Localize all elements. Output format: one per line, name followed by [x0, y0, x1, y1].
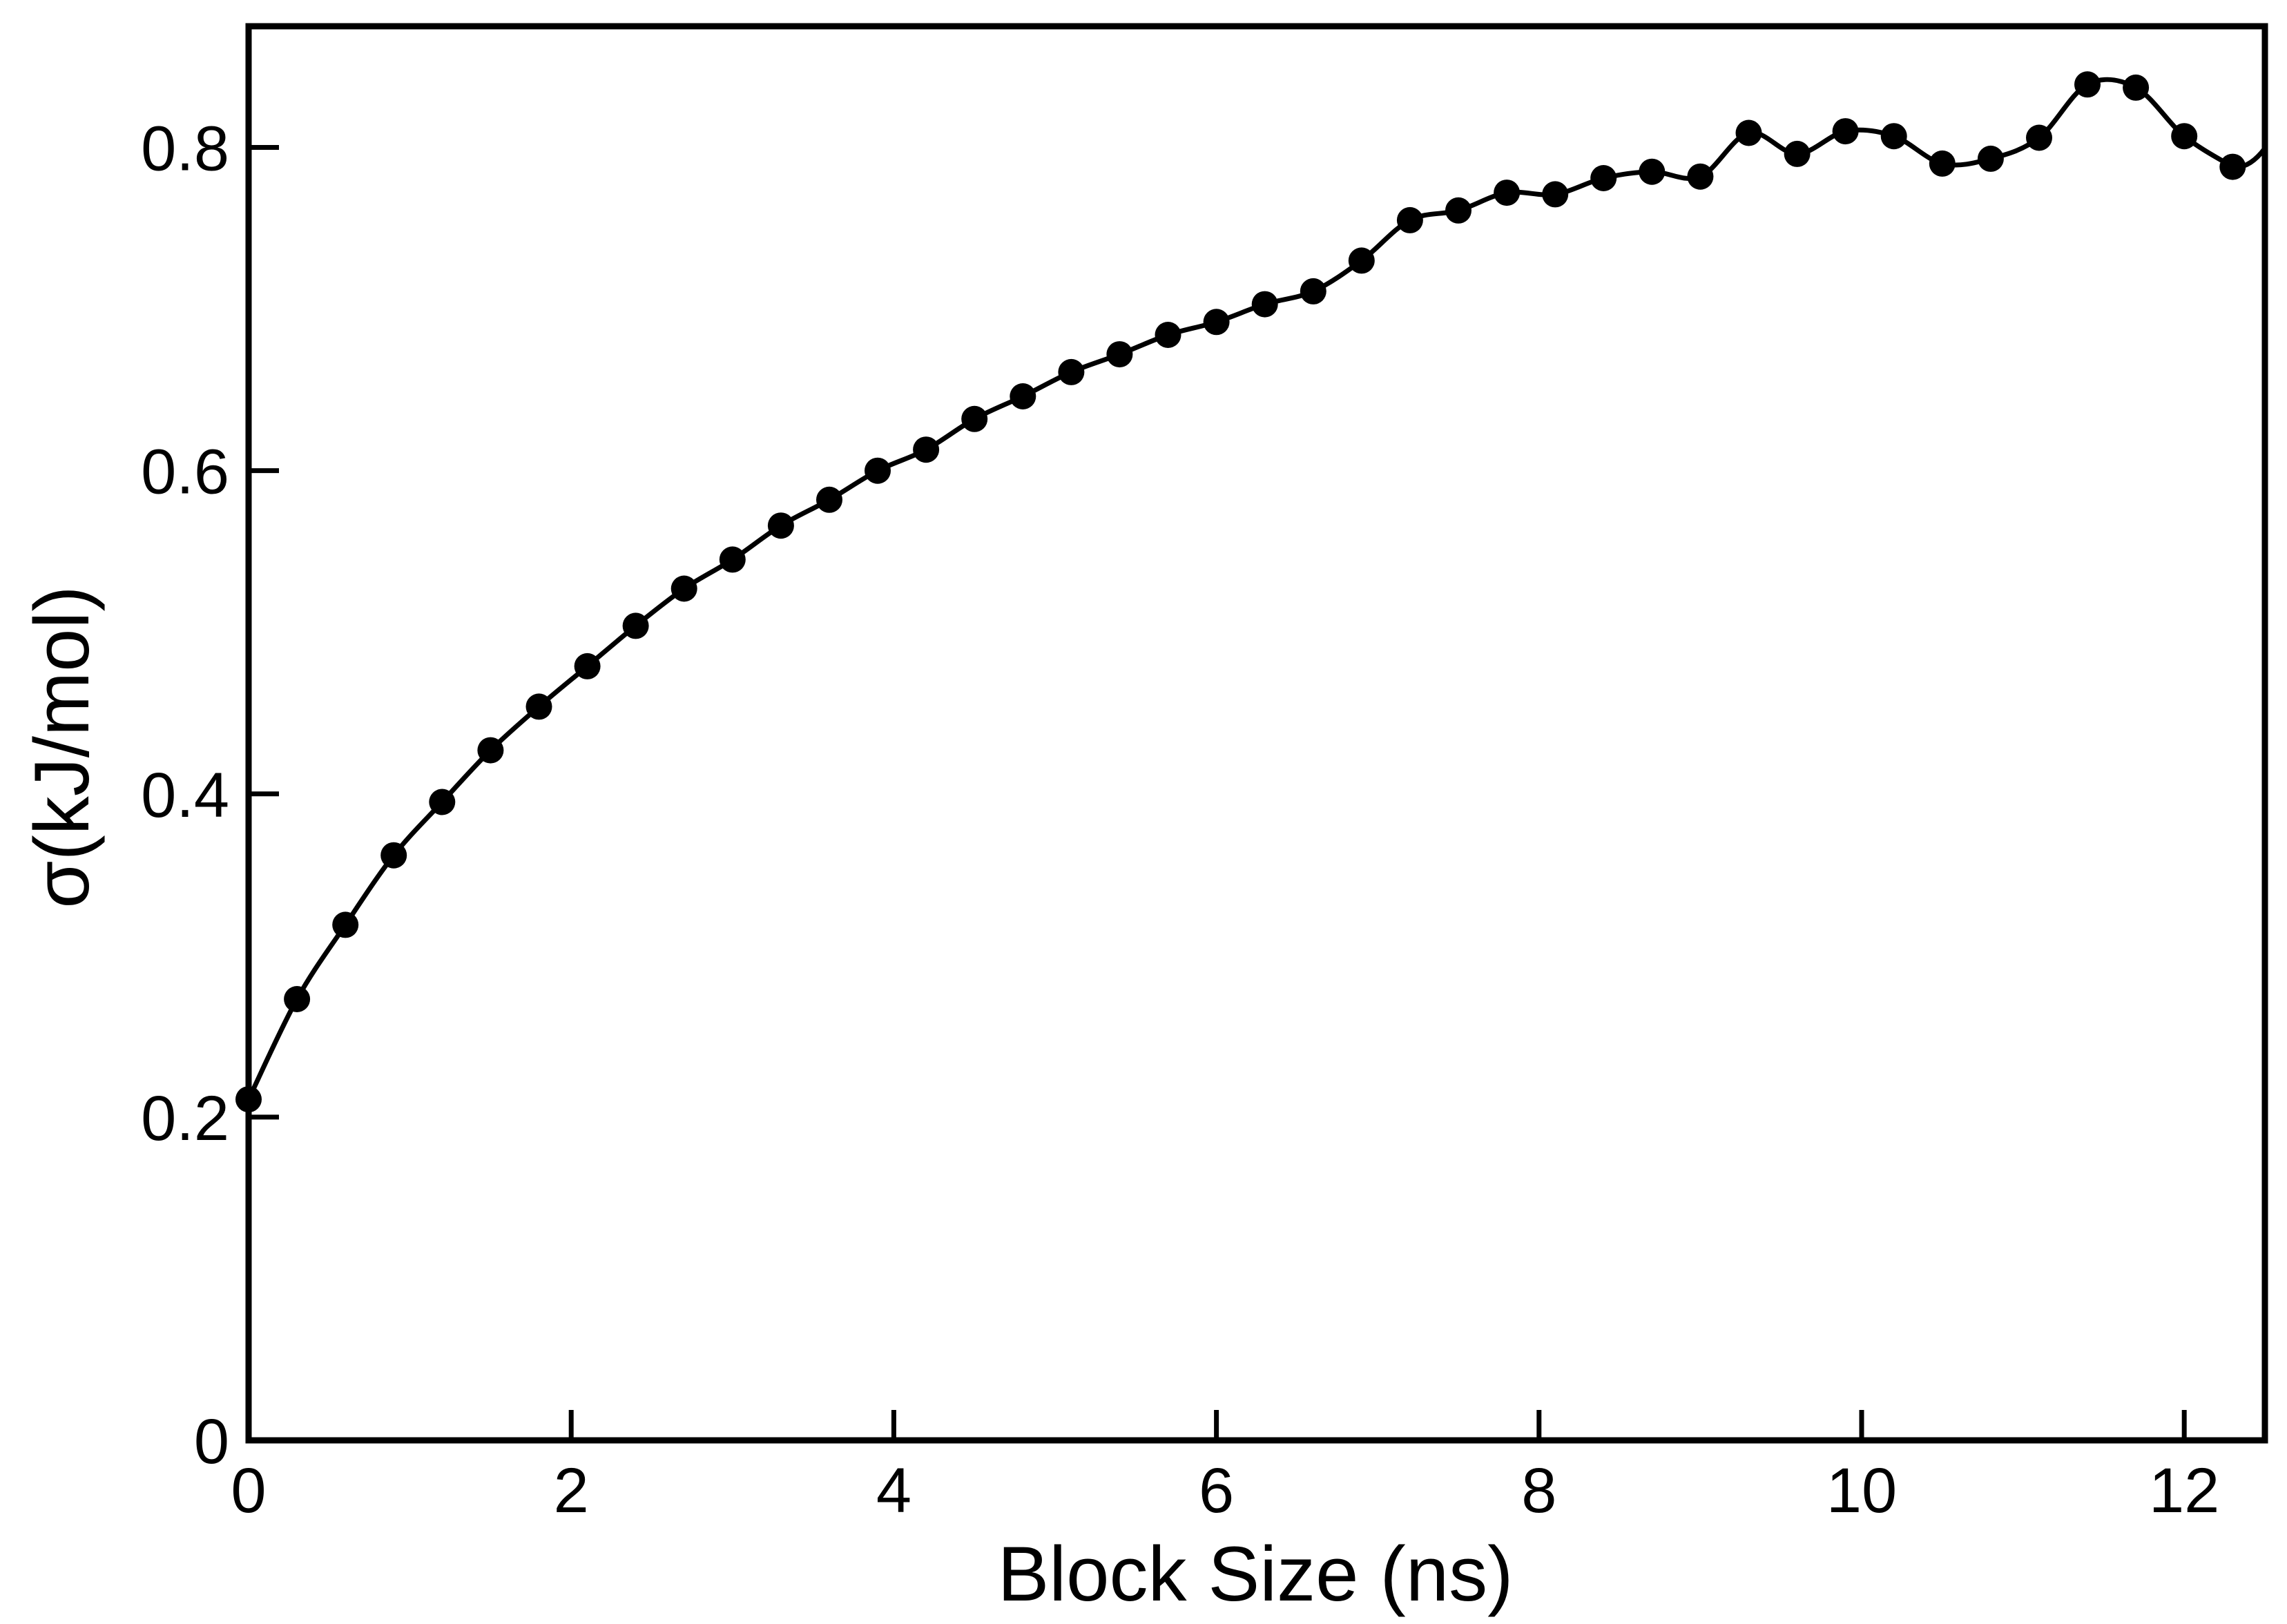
- data-point: [865, 457, 891, 484]
- data-point: [767, 512, 794, 539]
- data-point: [1542, 181, 1569, 208]
- data-point: [1590, 165, 1617, 191]
- data-point: [1880, 123, 1907, 150]
- data-point: [1203, 309, 1230, 336]
- data-point: [429, 789, 456, 815]
- y-tick-label: 0.8: [141, 114, 229, 184]
- data-point: [332, 911, 359, 938]
- data-point: [1106, 341, 1133, 368]
- data-point: [1300, 278, 1326, 304]
- data-point: [1348, 247, 1375, 274]
- data-point: [1251, 291, 1278, 318]
- plot-frame: [245, 23, 2268, 1444]
- data-point: [1058, 358, 1085, 385]
- data-point: [1155, 322, 1181, 348]
- data-point: [670, 575, 697, 602]
- data-point: [2074, 71, 2101, 98]
- data-point: [913, 436, 940, 463]
- y-tick-label: 0.6: [141, 437, 229, 508]
- x-tick-label: 0: [231, 1456, 266, 1526]
- data-point: [1639, 158, 1666, 185]
- data-point: [1784, 140, 1811, 167]
- data-point: [622, 612, 649, 639]
- data-point: [2219, 153, 2246, 180]
- axis-ticks: [246, 145, 2187, 1443]
- data-point: [1396, 206, 1423, 233]
- series-line: [246, 77, 2268, 1443]
- y-axis-label: σ(kJ/mol): [19, 586, 105, 908]
- x-axis-label: Block Size (ns): [998, 1531, 1514, 1617]
- x-tick-labels: 0 2 4 6 8 10 12: [231, 1456, 2219, 1526]
- y-tick-label: 0.2: [141, 1083, 229, 1154]
- x-tick-label: 4: [876, 1456, 911, 1526]
- series-markers: [235, 71, 2246, 1113]
- y-tick-label: 0: [194, 1406, 229, 1477]
- data-point: [1977, 145, 2004, 172]
- data-point: [2026, 124, 2052, 151]
- data-point: [1687, 163, 1714, 190]
- y-tick-labels: 0 0.2 0.4 0.6 0.8: [141, 114, 229, 1477]
- data-point: [1929, 150, 1956, 177]
- data-point: [1832, 118, 1859, 145]
- data-point: [961, 405, 988, 432]
- data-point: [380, 842, 407, 869]
- data-point: [1494, 180, 1521, 206]
- data-point: [477, 737, 504, 764]
- x-tick-label: 10: [1826, 1456, 1897, 1526]
- data-point: [1735, 119, 1762, 146]
- data-point: [816, 486, 842, 513]
- x-tick-label: 12: [2149, 1456, 2219, 1526]
- x-tick-label: 2: [554, 1456, 589, 1526]
- data-point: [719, 546, 746, 573]
- data-point: [1445, 197, 1471, 224]
- data-point: [284, 986, 311, 1012]
- y-tick-label: 0.4: [141, 760, 229, 831]
- data-point: [574, 652, 601, 679]
- data-point: [2123, 74, 2150, 101]
- data-point: [1010, 383, 1036, 409]
- data-point: [2171, 123, 2198, 150]
- x-tick-label: 6: [1199, 1456, 1234, 1526]
- x-tick-label: 8: [1521, 1456, 1556, 1526]
- data-point: [525, 693, 552, 720]
